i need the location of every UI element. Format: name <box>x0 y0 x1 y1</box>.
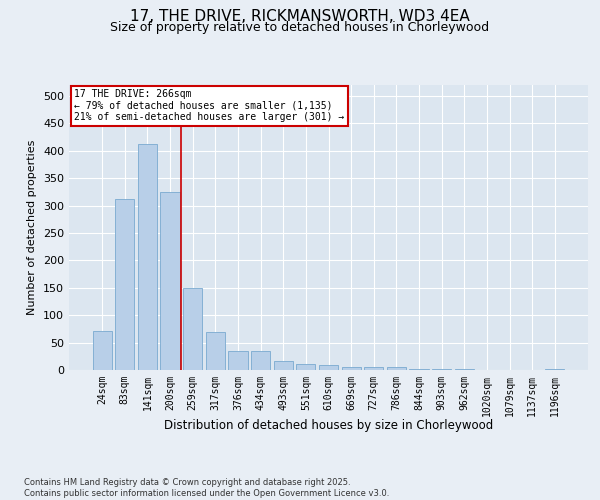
Bar <box>115 199 134 370</box>
Bar <box>387 368 406 370</box>
Text: Contains HM Land Registry data © Crown copyright and database right 2025.
Contai: Contains HM Land Registry data © Crown c… <box>24 478 389 498</box>
Text: 17 THE DRIVE: 266sqm
← 79% of detached houses are smaller (1,135)
21% of semi-de: 17 THE DRIVE: 266sqm ← 79% of detached h… <box>74 90 344 122</box>
Text: 17, THE DRIVE, RICKMANSWORTH, WD3 4EA: 17, THE DRIVE, RICKMANSWORTH, WD3 4EA <box>130 9 470 24</box>
Bar <box>364 368 383 370</box>
Bar <box>92 330 112 370</box>
Bar <box>206 332 225 370</box>
Bar <box>251 351 270 370</box>
Bar <box>229 351 248 370</box>
Bar <box>274 360 293 370</box>
Bar <box>183 288 202 370</box>
Bar <box>296 364 316 370</box>
Bar <box>341 368 361 370</box>
Y-axis label: Number of detached properties: Number of detached properties <box>28 140 37 315</box>
X-axis label: Distribution of detached houses by size in Chorleywood: Distribution of detached houses by size … <box>164 419 493 432</box>
Bar <box>545 369 565 370</box>
Bar <box>160 192 180 370</box>
Bar <box>319 365 338 370</box>
Bar <box>138 144 157 370</box>
Text: Size of property relative to detached houses in Chorleywood: Size of property relative to detached ho… <box>110 22 490 35</box>
